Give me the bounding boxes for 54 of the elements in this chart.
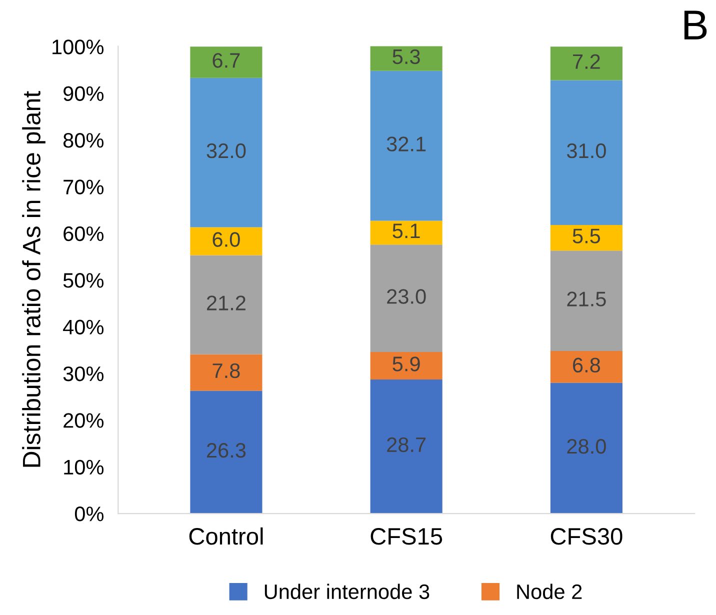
bar	[550, 46, 622, 80]
data-label: 31.0	[566, 143, 606, 158]
y-tick-label: 60%	[64, 226, 104, 242]
bar	[370, 220, 442, 245]
bar	[190, 227, 262, 256]
bar	[550, 80, 622, 225]
bar	[370, 46, 442, 71]
x-tick-label: CFS30	[550, 528, 622, 545]
y-tick-label: 30%	[63, 366, 104, 382]
data-label: 32.1	[386, 136, 426, 152]
data-label: 21.5	[567, 292, 606, 306]
bar	[550, 224, 622, 251]
data-label: 23.0	[387, 289, 426, 304]
y-axis-title: Distribution ratio of As in rice plant	[22, 91, 46, 467]
data-label: 5.5	[572, 228, 600, 244]
data-label: 32.0	[206, 143, 246, 158]
bar	[370, 70, 442, 221]
y-tick-label: 100%	[52, 40, 104, 54]
data-label: 28.7	[387, 437, 426, 452]
y-tick-label: 20%	[64, 413, 104, 428]
y-tick-label: 10%	[64, 460, 104, 475]
data-label: 26.3	[206, 442, 246, 458]
text: B	[684, 10, 707, 40]
legend-label: Node 2	[517, 584, 582, 600]
x-tick-label: CFS15	[370, 528, 442, 545]
data-label: 5.9	[392, 356, 420, 372]
bar	[370, 244, 442, 352]
data-label: 5.1	[392, 224, 420, 238]
bar	[190, 354, 262, 391]
y-tick-label: 70%	[64, 180, 104, 194]
legend-label: Under internode 3	[264, 584, 430, 600]
data-label: 6.0	[212, 232, 240, 247]
data-label: 6.8	[573, 358, 600, 372]
bar	[190, 46, 262, 78]
bar	[370, 352, 442, 380]
y-tick-label: 40%	[63, 320, 104, 335]
bar	[370, 380, 442, 514]
bar	[550, 351, 622, 383]
bar	[550, 250, 622, 352]
bar	[190, 390, 262, 514]
x-tick-label: Control	[189, 527, 263, 545]
data-label: 6.7	[212, 53, 240, 68]
data-label: 7.8	[212, 363, 240, 378]
bar	[550, 382, 622, 514]
bar	[190, 78, 262, 228]
data-label: 28.0	[567, 438, 606, 454]
y-tick-label: 90%	[64, 86, 104, 102]
bar	[190, 255, 262, 354]
data-label: 21.2	[206, 296, 246, 310]
y-tick-label: 50%	[63, 273, 104, 288]
y-tick-label: 80%	[63, 132, 104, 148]
y-tick-label: 0%	[74, 506, 104, 522]
data-label: 7.2	[573, 54, 600, 69]
data-label: 5.3	[392, 49, 420, 64]
